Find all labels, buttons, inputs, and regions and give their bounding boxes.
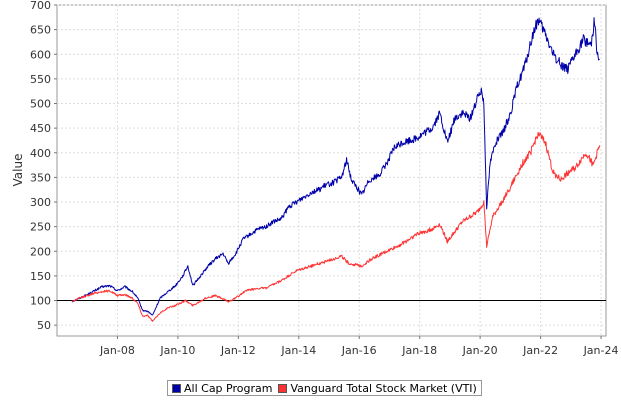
plot-area <box>56 4 607 337</box>
x-axis: Jan-08 Jan-10 Jan-12 Jan-14 Jan-16 Jan-18 Jan-… <box>99 336 619 357</box>
y-tick-label: 100 <box>30 295 51 308</box>
y-axis: 50 100 150 200 250 300 350 400 450 500 550 600 650 70… <box>30 0 57 332</box>
x-tick-label: Jan-10 <box>159 344 195 357</box>
y-tick-label: 550 <box>30 73 51 86</box>
y-tick-label: 700 <box>30 0 51 12</box>
x-tick-label: Jan-12 <box>220 344 256 357</box>
series-layer <box>71 17 601 322</box>
x-tick-label: Jan-16 <box>341 344 377 357</box>
y-tick-label: 350 <box>30 171 51 184</box>
legend-label: Vanguard Total Stock Market (VTI) <box>290 381 477 395</box>
y-tick-label: 300 <box>30 196 51 209</box>
y-tick-label: 250 <box>30 221 51 234</box>
legend-item: Vanguard Total Stock Market (VTI) <box>278 381 477 395</box>
series-line-all-cap-program <box>71 17 600 316</box>
x-tick-label: Jan-22 <box>522 344 558 357</box>
series-line-vti <box>71 132 601 322</box>
y-axis-title: Value <box>11 154 25 187</box>
y-tick-label: 50 <box>37 319 51 332</box>
legend-label: All Cap Program <box>184 381 273 395</box>
legend: All Cap Program Vanguard Total Stock Mark… <box>167 380 482 396</box>
y-tick-label: 200 <box>30 245 51 258</box>
x-tick-label: Jan-14 <box>280 344 316 357</box>
y-tick-label: 500 <box>30 98 51 111</box>
x-tick-label: Jan-18 <box>401 344 437 357</box>
legend-item: All Cap Program <box>172 382 272 395</box>
y-tick-label: 450 <box>30 122 51 135</box>
x-tick-label: Jan-20 <box>462 344 498 357</box>
y-tick-label: 150 <box>30 270 51 283</box>
y-tick-label: 600 <box>30 48 51 61</box>
x-tick-label: Jan-24 <box>583 344 619 357</box>
y-tick-label: 400 <box>30 147 51 160</box>
x-tick-label: Jan-08 <box>99 344 135 357</box>
legend-swatch <box>172 383 181 393</box>
legend-swatch <box>278 383 288 393</box>
y-tick-label: 650 <box>30 24 51 37</box>
